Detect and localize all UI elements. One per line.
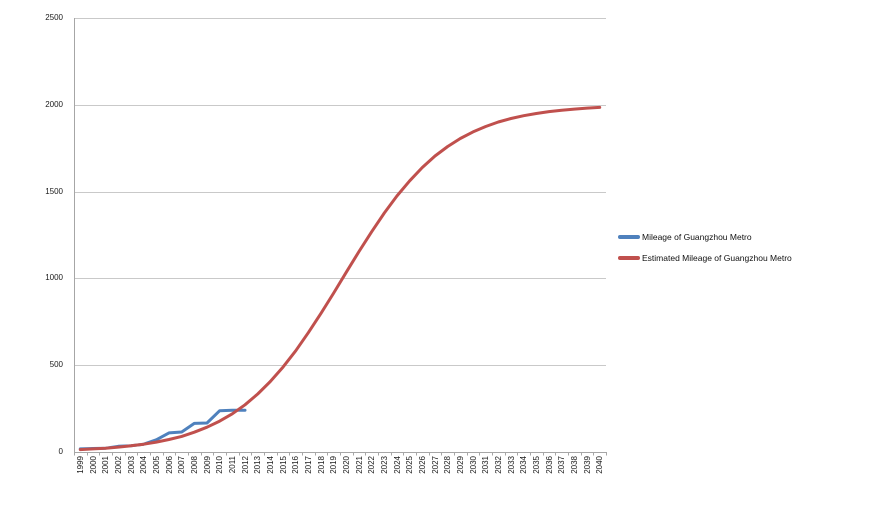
x-axis-tick-label: 2030 <box>468 456 478 474</box>
x-axis-tick-label: 2039 <box>582 456 592 474</box>
x-axis-tick-label: 2009 <box>202 456 212 474</box>
x-axis-tick-label: 2034 <box>519 456 529 474</box>
x-axis-tick-label: 2032 <box>493 456 503 474</box>
x-axis-tick-label: 2036 <box>544 456 554 474</box>
y-axis-tick-label: 2000 <box>45 99 63 109</box>
y-axis-tick-label: 1500 <box>45 186 63 196</box>
x-axis-tick-label: 2014 <box>265 456 275 474</box>
x-axis-tick-label: 2007 <box>177 456 187 474</box>
y-axis-tick-label: 2500 <box>45 13 63 22</box>
x-axis-tick-label: 2017 <box>303 456 313 474</box>
y-axis-tick-label: 1000 <box>45 273 63 283</box>
legend-label-estimated-mileage: Estimated Mileage of Guangzhou Metro <box>642 253 792 263</box>
x-axis-tick-label: 2019 <box>329 456 339 474</box>
x-axis-tick-label: 2040 <box>595 456 605 474</box>
x-axis-tick-label: 2018 <box>316 456 326 474</box>
line-chart <box>74 18 607 456</box>
x-axis-tick-label: 2024 <box>392 456 402 474</box>
x-axis-tick-label: 2027 <box>430 456 440 474</box>
x-axis-tick-label: 2028 <box>443 456 453 474</box>
x-axis-tick-label: 2031 <box>481 456 491 474</box>
x-axis-tick-label: 2023 <box>379 456 389 474</box>
x-axis-tick-label: 1999 <box>75 456 85 474</box>
x-axis-tick-label: 2000 <box>88 456 98 474</box>
x-axis-tick-label: 2010 <box>215 456 225 474</box>
x-axis-tick-label: 2015 <box>278 456 288 474</box>
legend-line-marker-blue <box>618 235 640 239</box>
y-axis-tick-label: 500 <box>49 360 63 370</box>
x-axis-tick-label: 2038 <box>569 456 579 474</box>
x-axis-tick-label: 2005 <box>151 456 161 474</box>
x-axis-tick-label: 2008 <box>189 456 199 474</box>
x-axis-tick-label: 2021 <box>354 456 364 474</box>
x-axis-tick-label: 2001 <box>101 456 111 474</box>
series-line-estimated-mileage <box>78 105 602 452</box>
x-axis-tick-label: 2011 <box>227 456 237 474</box>
x-axis-tick-label: 2035 <box>531 456 541 474</box>
x-axis-tick-label: 2016 <box>291 456 301 474</box>
legend-item-mileage: Mileage of Guangzhou Metro <box>618 229 792 245</box>
series-line-mileage <box>78 408 247 451</box>
x-axis-tick-label: 2033 <box>506 456 516 474</box>
legend-label-mileage: Mileage of Guangzhou Metro <box>642 232 752 242</box>
x-axis-tick-label: 2012 <box>240 456 250 474</box>
x-axis-tick-label: 2020 <box>341 456 351 474</box>
x-axis-tick-label: 2006 <box>164 456 174 474</box>
x-axis-tick-label: 2026 <box>417 456 427 474</box>
x-axis-tick-label: 2022 <box>367 456 377 474</box>
x-axis-tick-label: 2004 <box>139 456 149 474</box>
x-axis-tick-label: 2013 <box>253 456 263 474</box>
x-axis-tick-label: 2003 <box>126 456 136 474</box>
legend: Mileage of Guangzhou Metro Estimated Mil… <box>618 229 792 271</box>
x-axis-tick-label: 2037 <box>557 456 567 474</box>
x-axis-tick-label: 2002 <box>113 456 123 474</box>
legend-line-marker-red <box>618 256 640 260</box>
plot-area <box>74 18 607 456</box>
legend-item-estimated-mileage: Estimated Mileage of Guangzhou Metro <box>618 250 792 266</box>
y-axis-tick-label: 0 <box>58 447 63 456</box>
x-axis-tick-label: 2025 <box>405 456 415 474</box>
x-axis-tick-label: 2029 <box>455 456 465 474</box>
